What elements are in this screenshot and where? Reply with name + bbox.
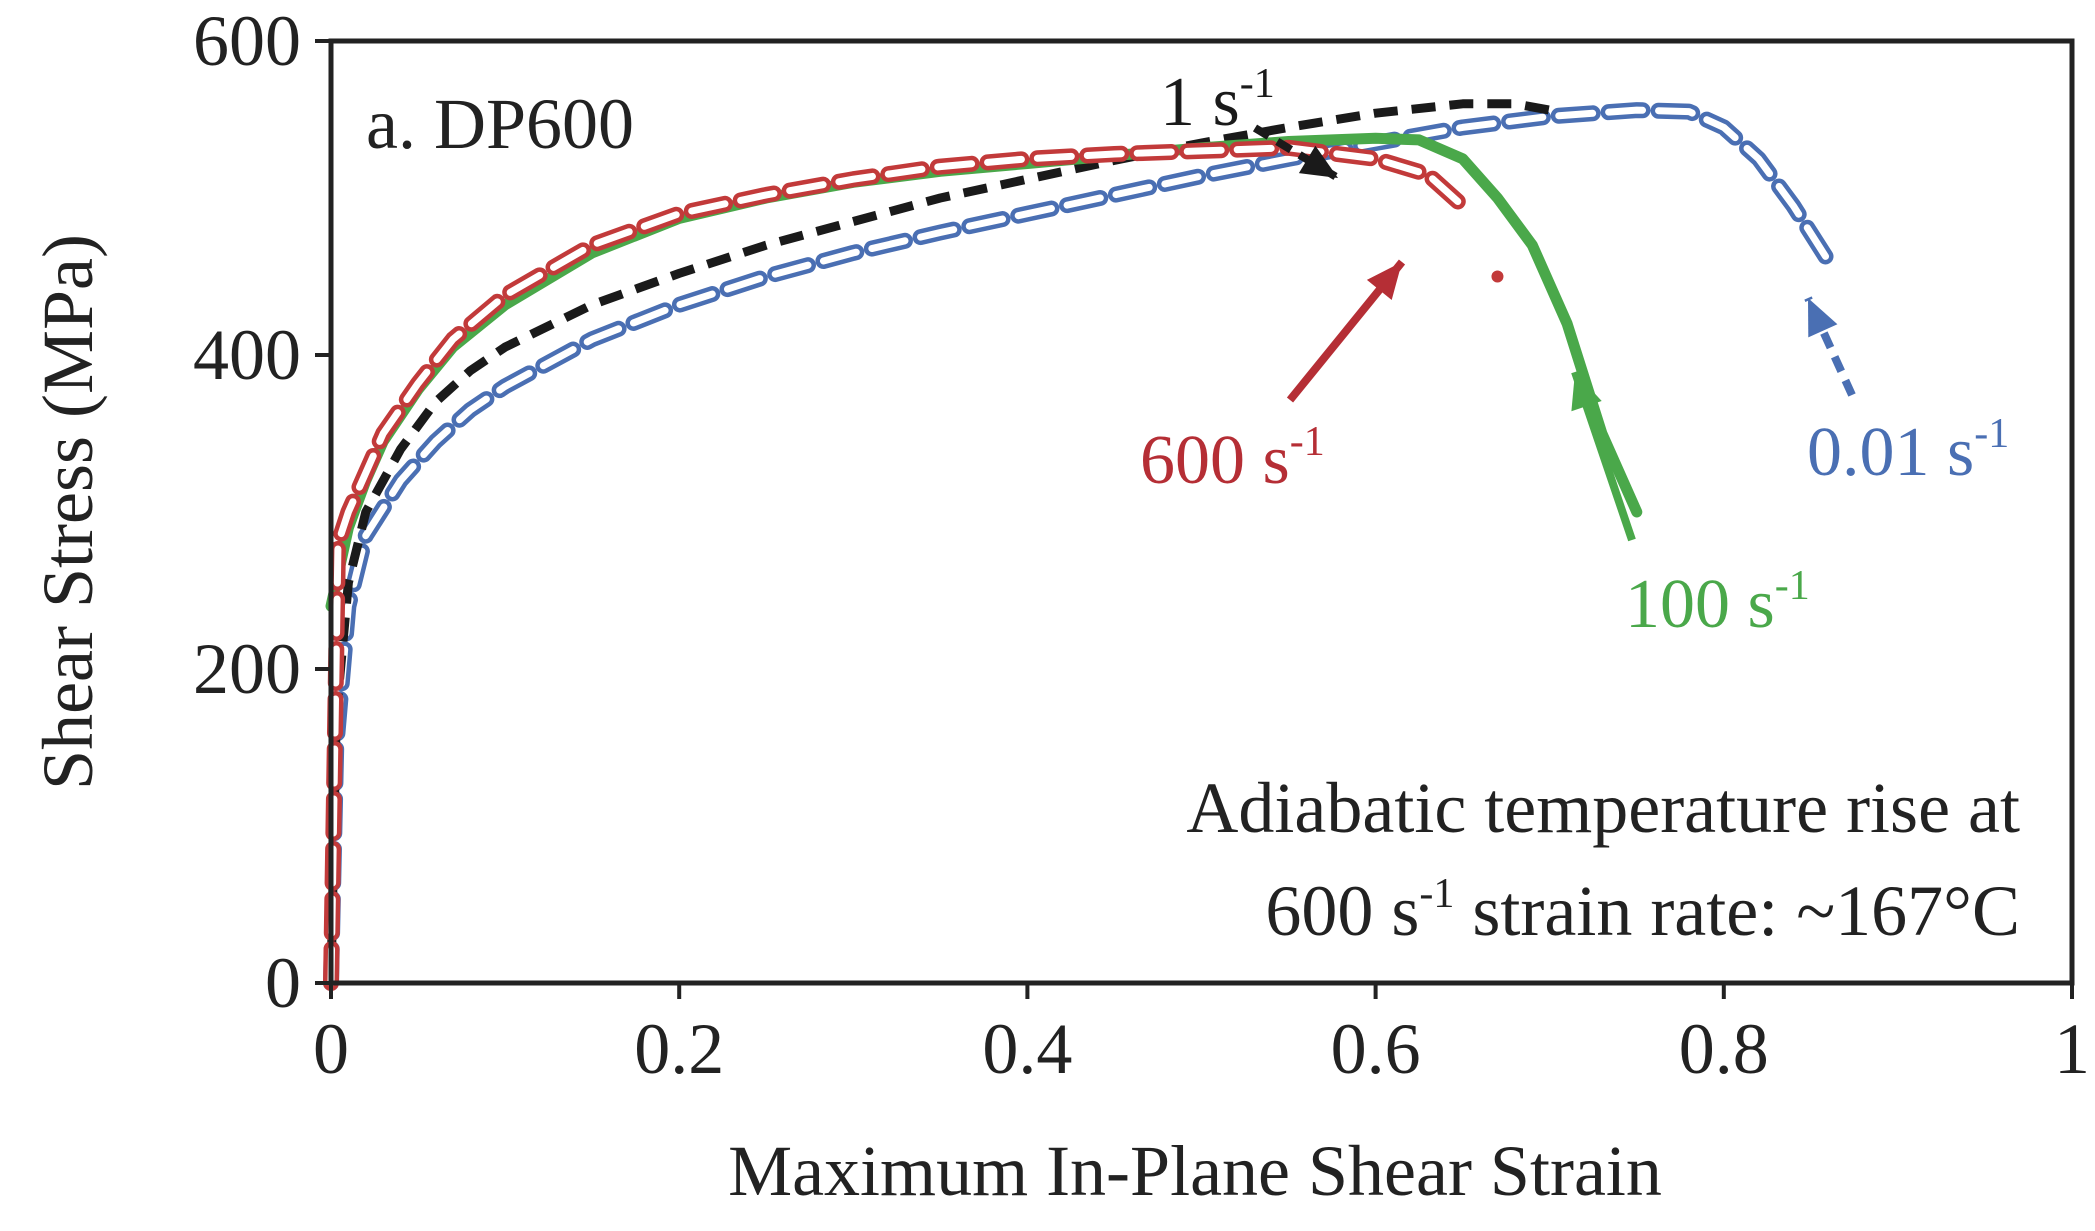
- y-tick-label: 200: [193, 629, 301, 709]
- x-axis-title: Maximum In-Plane Shear Strain: [728, 1131, 1662, 1211]
- series-label-600-base: 600 s: [1140, 422, 1290, 499]
- y-tick-label: 0: [265, 943, 301, 1023]
- arrow-100-s-head: [1571, 372, 1602, 412]
- x-tick-label: 0.8: [1679, 1009, 1769, 1089]
- annotation-line-2-suffix: strain rate: ~167°C: [1454, 871, 2020, 951]
- series-label-100-exp: -1: [1775, 563, 1810, 609]
- arrow-600-s-head: [1366, 262, 1402, 300]
- series-label-1-base: 1 s: [1160, 64, 1240, 141]
- ticks-layer: 0 0.2 0.4 0.6 0.8 1 0 200 400 600: [193, 1, 2090, 1089]
- x-tick-label: 0.4: [982, 1009, 1072, 1089]
- x-tick-label: 0.2: [634, 1009, 724, 1089]
- arrow-1-s-head: [1298, 145, 1338, 178]
- arrow-layer: [1252, 124, 1856, 542]
- annotation-line-2: 600 s-1 strain rate: ~167°C: [1265, 871, 2020, 951]
- series-label-100-base: 100 s: [1625, 566, 1775, 643]
- series-label-1-exp: -1: [1240, 61, 1275, 107]
- annotation-line-2-prefix: 600 s: [1265, 871, 1419, 951]
- series-label-1-s: 1 s-1: [1160, 61, 1275, 141]
- stray-data-point: [1491, 270, 1504, 283]
- series-label-0-01-s: 0.01 s-1: [1807, 411, 2009, 491]
- x-tick-label: 0: [313, 1009, 349, 1089]
- x-tick-label: 0.6: [1331, 1009, 1421, 1089]
- series-line-inner-0-01-s-1: [327, 106, 1832, 987]
- plot-frame: [328, 38, 2075, 986]
- series-layer: [323, 99, 1837, 991]
- y-tick-label: 600: [193, 1, 301, 81]
- panel-title: a. DP600: [366, 84, 634, 164]
- series-label-001-base: 0.01 s: [1807, 414, 1974, 491]
- x-tick-label: 1: [2054, 1009, 2090, 1089]
- y-tick-label: 400: [193, 315, 301, 395]
- series-line-1-s-1: [326, 99, 1551, 984]
- y-axis-title: Shear Stress (MPa): [28, 234, 108, 790]
- series-label-001-exp: -1: [1974, 411, 2009, 457]
- arrow-0-01-s-head: [1808, 298, 1838, 338]
- annotation-line-1: Adiabatic temperature rise at: [1186, 768, 2020, 848]
- series-label-600-exp: -1: [1290, 419, 1325, 465]
- annotation-line-2-exp: -1: [1419, 871, 1454, 917]
- series-label-600-s: 600 s-1: [1140, 419, 1325, 499]
- series-line-inner-600-s-1: [327, 144, 1467, 987]
- series-label-100-s: 100 s-1: [1625, 563, 1810, 643]
